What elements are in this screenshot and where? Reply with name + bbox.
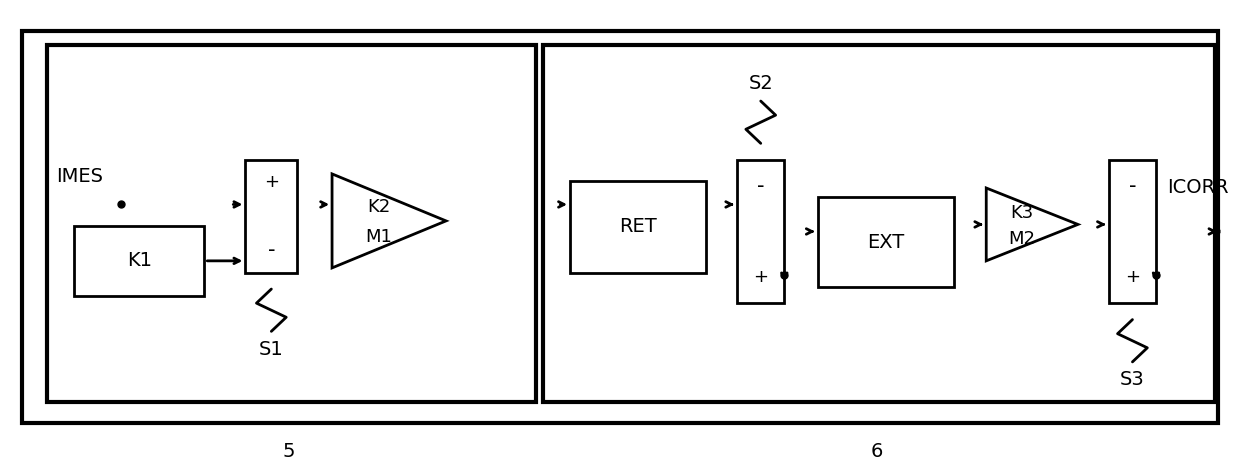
Text: K3: K3 — [1011, 204, 1033, 222]
Polygon shape — [986, 188, 1078, 261]
Text: 6: 6 — [871, 442, 883, 461]
Text: +: + — [1125, 268, 1140, 286]
Text: M2: M2 — [1009, 229, 1036, 248]
Text: S1: S1 — [259, 340, 284, 359]
Text: IMES: IMES — [56, 167, 103, 186]
Bar — [47, 45, 536, 402]
Text: ICORR: ICORR — [1167, 179, 1229, 197]
Text: +: + — [753, 268, 768, 286]
Bar — [543, 45, 1215, 402]
Text: 5: 5 — [282, 442, 295, 461]
Text: S3: S3 — [1120, 370, 1145, 389]
Bar — [818, 197, 954, 287]
Text: -: - — [1129, 176, 1136, 196]
Text: +: + — [264, 173, 279, 191]
Text: RET: RET — [620, 217, 657, 236]
Text: M1: M1 — [366, 228, 393, 246]
Bar — [74, 226, 204, 296]
Text: K1: K1 — [126, 251, 152, 270]
Text: -: - — [268, 240, 275, 260]
Polygon shape — [332, 174, 446, 268]
Bar — [22, 31, 1218, 423]
Bar — [570, 181, 706, 273]
Text: EXT: EXT — [867, 233, 904, 251]
Bar — [1109, 160, 1156, 303]
Text: -: - — [757, 176, 764, 196]
Text: K2: K2 — [368, 198, 390, 216]
Text: S2: S2 — [748, 74, 773, 93]
Bar — [245, 160, 297, 273]
Bar — [737, 160, 784, 303]
